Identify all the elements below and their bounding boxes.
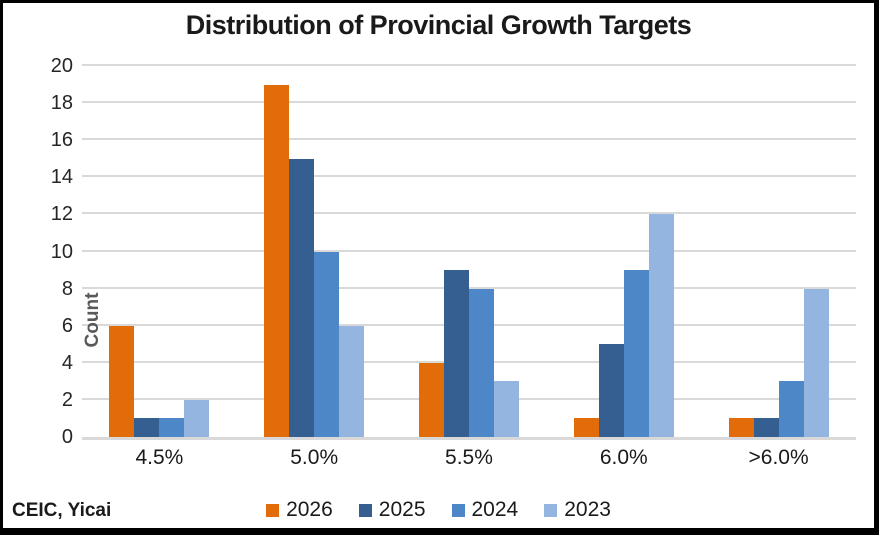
bar-2024-6.0% [623,270,649,437]
gridline-14 [82,175,856,178]
bar-2026-4.5% [109,325,135,437]
x-tick-label->6.0%: >6.0% [748,446,809,469]
bar-2025-5.5% [443,270,469,437]
gridline-18 [82,101,856,104]
bar-group->6.0% [701,66,856,437]
x-tick-label-6.0%: 6.0% [599,446,648,469]
y-tick-label-18: 18 [50,92,73,115]
y-tick-label-20: 20 [50,55,73,77]
legend-label-2024: 2024 [471,498,519,521]
bar-2025-6.0% [598,344,624,437]
legend-item-2026: 2026 [266,498,333,522]
bar-2026-6.0% [573,418,599,437]
bar-2023-4.5% [184,399,210,437]
bar-2025-4.5% [134,418,160,437]
legend-swatch-2024 [451,503,465,517]
gridline-20 [82,64,856,66]
bar-2024-5.0% [314,251,340,437]
gridline-12 [82,212,856,215]
x-axis-labels: 4.5% 5.0% 5.5% 6.0% >6.0% [82,446,856,470]
x-tick-label-5.5%: 5.5% [445,446,493,469]
plot-area: 0 2 4 6 8 10 12 14 16 18 20 Count [51,55,856,448]
bar-2023->6.0% [803,288,829,437]
legend-label-2026: 2026 [286,498,333,521]
gridline-16 [82,138,856,141]
legend: 2026 2025 2024 2023 [3,498,874,522]
y-tick-label-4: 4 [61,351,73,374]
y-tick-label-10: 10 [50,240,73,263]
y-tick-label-12: 12 [50,203,73,226]
gridline-10 [82,249,856,252]
bar-2025-5.0% [289,158,315,437]
bar-2026-5.0% [264,84,290,437]
legend-label-2025: 2025 [378,498,426,521]
bar-2024-4.5% [159,418,185,437]
legend-swatch-2026 [266,503,280,517]
bar-2025->6.0% [753,418,779,437]
legend-label-2023: 2023 [564,498,611,521]
bar-2026-5.5% [418,362,444,437]
bar-group-6.0% [546,66,701,437]
x-axis-line [82,437,856,440]
bar-group-5.5% [392,66,547,437]
source-label: CEIC, Yicai [12,500,112,521]
bar-2024-5.5% [468,288,494,437]
gridline-8 [82,286,856,289]
bar-group-5.0% [237,66,392,437]
y-tick-label-2: 2 [61,388,73,411]
legend-swatch-2025 [358,503,372,517]
bar-groups [82,66,856,437]
chart-title: Distribution of Provincial Growth Target… [185,10,692,40]
legend-item-2024: 2024 [451,498,519,522]
y-tick-label-8: 8 [61,277,73,300]
bar-2023-6.0% [648,214,674,437]
bar-2026->6.0% [728,418,754,437]
x-tick-label-4.5%: 4.5% [135,446,184,469]
y-tick-label-0: 0 [61,426,73,448]
legend-item-2025: 2025 [358,498,426,522]
legend-swatch-2023 [544,503,558,517]
bar-2023-5.0% [339,325,365,437]
y-tick-label-14: 14 [50,166,73,189]
y-axis-title: Count [82,292,103,348]
legend-item-2023: 2023 [544,498,611,522]
y-tick-label-6: 6 [61,314,73,337]
y-tick-label-16: 16 [50,129,73,152]
bar-2024->6.0% [778,381,804,437]
x-tick-label-5.0%: 5.0% [290,446,339,469]
bar-2023-5.5% [493,381,519,437]
bar-group-4.5% [82,66,237,437]
